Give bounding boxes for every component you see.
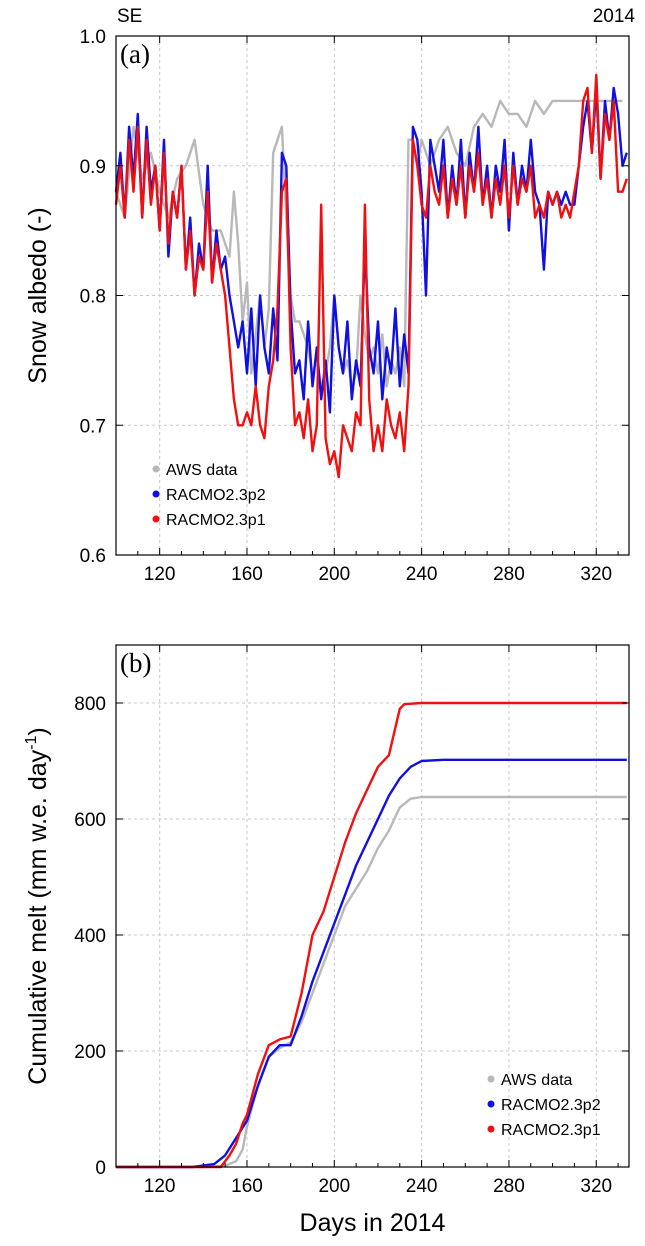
legend-marker-1 <box>152 465 160 473</box>
x-tick-label: 240 <box>406 564 438 585</box>
x-tick-label: 320 <box>580 1176 612 1197</box>
y-tick-label: 200 <box>74 1042 106 1063</box>
x-tick-label: 320 <box>580 564 612 585</box>
y-tick-label: 0 <box>95 1158 106 1179</box>
y-tick-label: 0.7 <box>80 416 106 437</box>
x-tick-label: 160 <box>231 564 263 585</box>
y-tick-label: 400 <box>74 926 106 947</box>
y-tick-label: 0.6 <box>80 546 106 567</box>
x-tick-label: 280 <box>493 1176 525 1197</box>
series-line-3 <box>116 701 627 1169</box>
y-axis-label: Snow albedo (-) <box>24 207 52 383</box>
legend-label-2: RACMO2.3p2 <box>166 487 266 504</box>
legend-label-2: RACMO2.3p2 <box>501 1097 601 1114</box>
year-label: 2014 <box>592 6 635 27</box>
series-line-1 <box>116 795 627 1169</box>
region-label: SE <box>117 6 143 27</box>
series-line-2 <box>114 86 628 414</box>
x-tick-label: 160 <box>231 1176 263 1197</box>
legend-marker-2 <box>487 1100 495 1108</box>
series-line-1 <box>114 99 623 388</box>
y-axis-label-superscript: -1 <box>23 736 40 750</box>
cumulative-melt-chart: 120 160 200 240 280 320 0 200 400 600 800 (b) Cumula… <box>23 644 630 1237</box>
legend-label-3: RACMO2.3p1 <box>501 1122 601 1139</box>
legend-label-1: AWS data <box>166 462 238 479</box>
y-axis-label-end: ) <box>24 727 52 735</box>
y-tick-label: 1.0 <box>80 27 106 48</box>
series-line-3 <box>114 73 628 479</box>
panel-label: (a) <box>120 39 150 69</box>
legend-marker-1 <box>487 1075 495 1083</box>
y-tick-label: 600 <box>74 810 106 831</box>
x-tick-label: 200 <box>318 1176 350 1197</box>
legend-marker-2 <box>152 490 160 498</box>
legend-marker-3 <box>487 1125 495 1133</box>
panel-label: (b) <box>120 648 151 678</box>
x-tick-label: 120 <box>144 564 176 585</box>
albedo-chart: 120 160 200 240 280 320 0.6 0.7 0.8 0.9 1.0 (a) Snow… <box>24 27 630 585</box>
legend-label-1: AWS data <box>501 1072 573 1089</box>
legend-marker-3 <box>152 515 160 523</box>
x-tick-label: 240 <box>406 1176 438 1197</box>
x-tick-label: 200 <box>318 564 350 585</box>
x-tick-label: 280 <box>493 564 525 585</box>
y-tick-label: 0.8 <box>80 287 106 308</box>
y-axis-label-text: Snow albedo (-) <box>24 207 52 383</box>
y-tick-label: 0.9 <box>80 157 106 178</box>
y-axis-label-text: Cumulative melt (mm w.e. day <box>24 749 52 1084</box>
y-axis-label: Cumulative melt (mm w.e. day-1) <box>23 727 52 1084</box>
x-axis-label: Days in 2014 <box>300 1209 446 1237</box>
legend-label-3: RACMO2.3p1 <box>166 512 266 529</box>
plot-frame <box>115 644 630 1168</box>
x-tick-label: 120 <box>144 1176 176 1197</box>
y-tick-label: 800 <box>74 694 106 715</box>
